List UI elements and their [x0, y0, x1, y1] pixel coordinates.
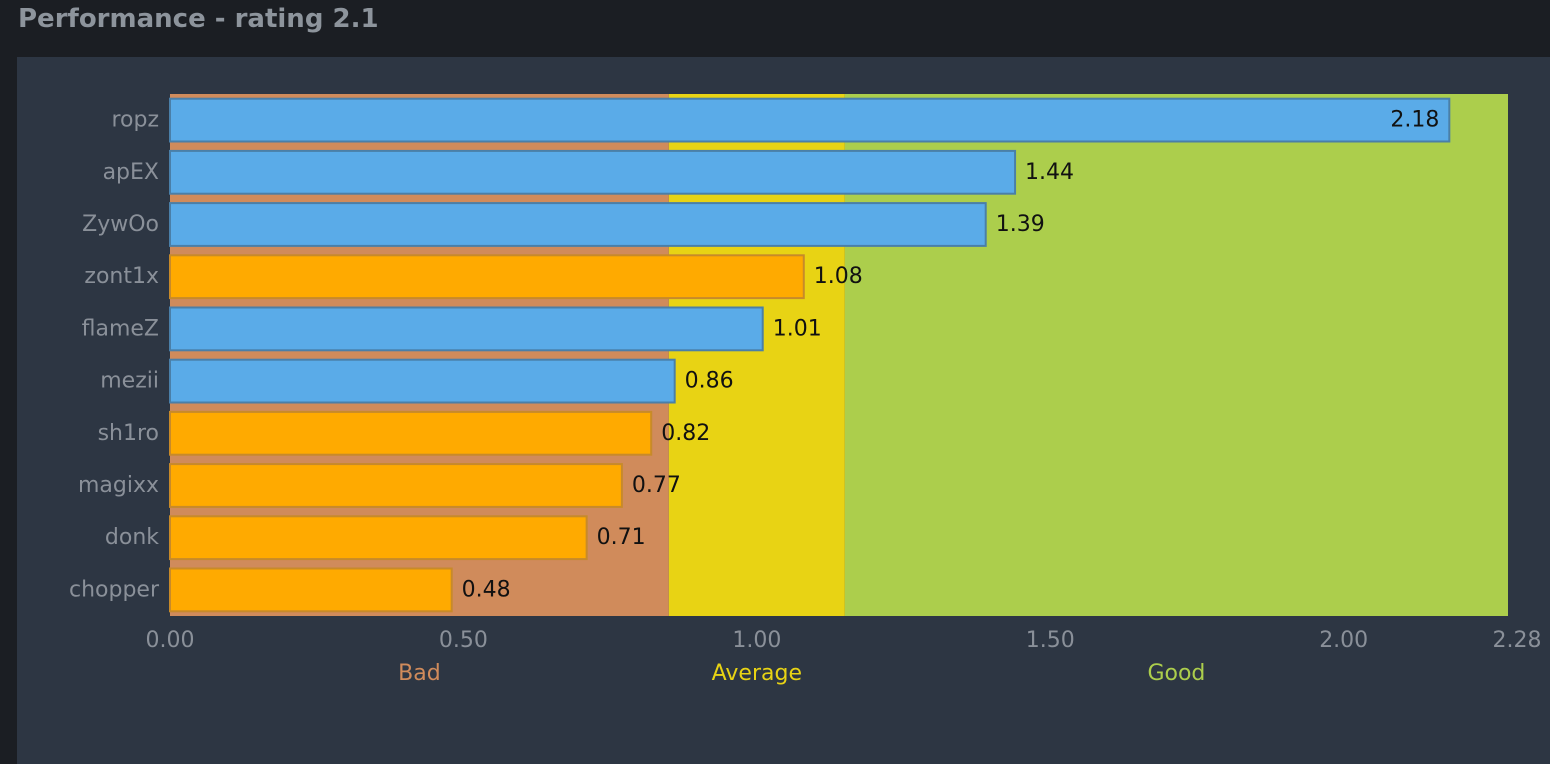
x-tick-label: 1.50	[1026, 628, 1075, 653]
value-label-zont1x: 1.08	[814, 264, 863, 289]
chart-title: Performance - rating 2.1	[18, 4, 379, 34]
x-tick-label: 0.50	[439, 628, 488, 653]
zone-label-average: Average	[712, 661, 802, 686]
x-tick-label: 0.00	[146, 628, 195, 653]
category-label-sh1ro: sh1ro	[98, 421, 159, 446]
category-label-flameZ: flameZ	[82, 316, 159, 341]
bar-flameZ	[169, 306, 764, 352]
value-label-chopper: 0.48	[462, 577, 511, 602]
category-label-ropz: ropz	[111, 108, 159, 133]
bar-zont1x	[169, 254, 805, 300]
category-label-apEX: apEX	[103, 160, 159, 185]
value-label-mezii: 0.86	[685, 369, 734, 394]
bar-apEX	[169, 149, 1017, 195]
zone-label-bad: Bad	[398, 661, 441, 686]
value-label-ZywOo: 1.39	[996, 212, 1045, 237]
x-tick-label: 1.00	[732, 628, 781, 653]
bar-ropz	[169, 97, 1451, 143]
value-label-flameZ: 1.01	[773, 316, 822, 341]
value-label-ropz: 2.18	[1390, 108, 1439, 133]
value-label-magixx: 0.77	[632, 473, 681, 498]
category-label-ZywOo: ZywOo	[82, 212, 159, 237]
bar-chopper	[169, 567, 453, 613]
rating-bar-chart: ropz 2.18 apEX 1.44 ZywOo 1.39 zont1x 1.08 flame…	[69, 94, 1542, 686]
category-label-chopper: chopper	[69, 577, 160, 602]
bar-donk	[169, 515, 588, 561]
category-label-magixx: magixx	[78, 473, 159, 498]
x-tick-label: 2.28	[1493, 628, 1542, 653]
zone-label-good: Good	[1147, 661, 1205, 686]
category-label-mezii: mezii	[100, 369, 159, 394]
category-label-donk: donk	[105, 525, 159, 550]
bar-ZywOo	[169, 202, 987, 247]
value-label-sh1ro: 0.82	[661, 421, 710, 446]
bar-sh1ro	[169, 410, 653, 456]
bar-magixx	[169, 463, 623, 508]
value-label-apEX: 1.44	[1025, 160, 1074, 185]
x-tick-label: 2.00	[1319, 628, 1368, 653]
chart-panel: ropz 2.18 apEX 1.44 ZywOo 1.39 zont1x 1.08 flame…	[17, 57, 1550, 764]
value-label-donk: 0.71	[597, 525, 646, 550]
category-label-zont1x: zont1x	[84, 264, 159, 289]
bar-mezii	[169, 358, 676, 404]
